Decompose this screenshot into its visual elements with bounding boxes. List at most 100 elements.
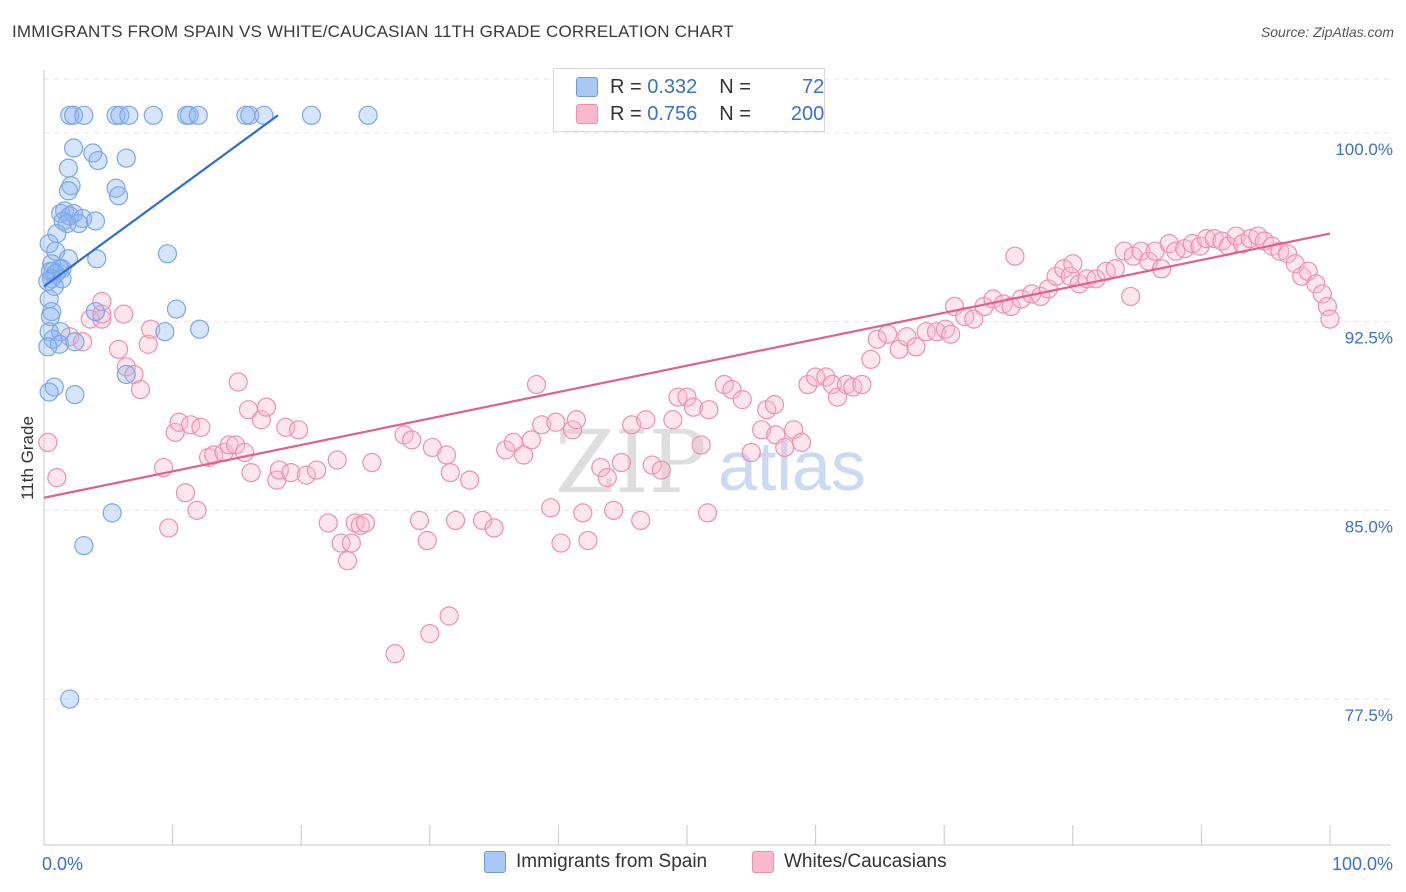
whites-point [1320, 309, 1340, 329]
source-credit: Source: ZipAtlas.com [1260, 24, 1394, 40]
legend-n-value: 72 [802, 75, 825, 98]
whites-point [1317, 296, 1338, 317]
legend-r-value: 0.756 [647, 102, 698, 125]
whites-point [878, 324, 898, 344]
whites-point [417, 530, 437, 551]
whites-point [751, 420, 772, 440]
spain-point [61, 176, 81, 196]
whites-point [355, 513, 376, 533]
whites-point [906, 337, 926, 357]
whites-point [296, 465, 316, 485]
spain-point [85, 211, 106, 231]
whites-point [566, 410, 587, 430]
whites-point [116, 357, 136, 377]
whites-point [219, 435, 239, 455]
whites-point [341, 533, 361, 553]
whites-point [546, 412, 566, 432]
whites-point [47, 468, 67, 488]
spain-point [358, 105, 378, 125]
whites-point [1312, 284, 1332, 304]
legend-item-spain[interactable]: Immigrants from Spain [484, 851, 707, 873]
whites-point [741, 442, 761, 463]
whites-point [1121, 286, 1141, 307]
whites-point [1054, 259, 1074, 279]
whites-point [636, 410, 656, 430]
whites-point [551, 533, 571, 553]
spain-point [74, 105, 94, 125]
spain-point [106, 178, 126, 198]
spain-point [49, 334, 70, 354]
whites-point [805, 367, 826, 387]
spain-point [87, 249, 107, 269]
whites-point [1240, 228, 1260, 249]
spain-point [58, 158, 79, 178]
whites-point [228, 372, 248, 392]
legend-row-whites: R = 0.756 N = 200 [576, 102, 824, 126]
whites-point [532, 415, 552, 435]
whites-point [573, 503, 593, 523]
whites-point [385, 644, 405, 664]
whites-point [699, 400, 719, 420]
whites-point [722, 379, 742, 400]
whites-point [1114, 241, 1134, 261]
whites-point [816, 367, 836, 387]
whites-point [697, 503, 718, 523]
whites-point [484, 518, 504, 538]
legend-row-spain: R = 0.332 N = 72 [576, 75, 824, 99]
spain-point [102, 503, 122, 523]
legend-swatch-whites [576, 104, 598, 124]
whites-point [362, 452, 382, 473]
whites-point [318, 513, 338, 533]
spain-point [39, 382, 59, 402]
whites-point [1005, 246, 1025, 266]
whites-point [578, 530, 598, 551]
whites-point [307, 460, 327, 480]
whites-point [1277, 244, 1298, 264]
legend-swatch-spain [576, 77, 598, 97]
whites-point [269, 460, 289, 480]
whites-point [460, 470, 480, 490]
whites-point [775, 437, 795, 458]
stats-legend: R = 0.332 N = 72 R = 0.756 N = 200 [553, 68, 825, 132]
spain-point [65, 384, 85, 405]
legend-swatch-whites [752, 851, 774, 873]
spain-point [69, 213, 89, 234]
whites-point [496, 440, 516, 460]
spain-point [63, 105, 84, 125]
whites-point [1182, 234, 1202, 254]
whites-point [1212, 231, 1232, 251]
whites-point [764, 395, 785, 415]
whites-point [1248, 226, 1268, 246]
whites-point [732, 390, 752, 410]
legend-item-whites[interactable]: Whites/Caucasians [752, 851, 947, 873]
whites-point [436, 445, 457, 465]
legend-n-label: N = [719, 75, 757, 98]
spain-point [108, 186, 129, 206]
y-axis-label: 11th Grade [18, 416, 37, 500]
whites-point [165, 422, 185, 442]
whites-point [445, 510, 466, 531]
legend-label-whites: Whites/Caucasians [784, 851, 947, 872]
trend-lines [43, 114, 1331, 499]
legend-r-value: 0.332 [647, 75, 698, 98]
x-tick-label-right: 100.0% [1332, 854, 1393, 874]
legend-swatch-spain [484, 851, 506, 873]
whites-point [642, 455, 662, 475]
series-legend: Immigrants from Spain Whites/Caucasians [0, 851, 1406, 877]
whites-point [791, 432, 812, 453]
whites-trend-line [43, 232, 1331, 499]
whites-point [1270, 241, 1290, 261]
spain-point [240, 105, 260, 125]
whites-point [256, 397, 277, 417]
whites-point [964, 309, 984, 329]
spain-point [116, 148, 136, 168]
whites-point [521, 430, 541, 450]
spain-point [60, 689, 80, 709]
whites-point [1063, 254, 1083, 274]
whites-point [651, 460, 671, 480]
spain-point [116, 364, 136, 385]
spain-point [143, 105, 163, 125]
whites-point [440, 462, 460, 483]
whites-point [138, 334, 158, 354]
